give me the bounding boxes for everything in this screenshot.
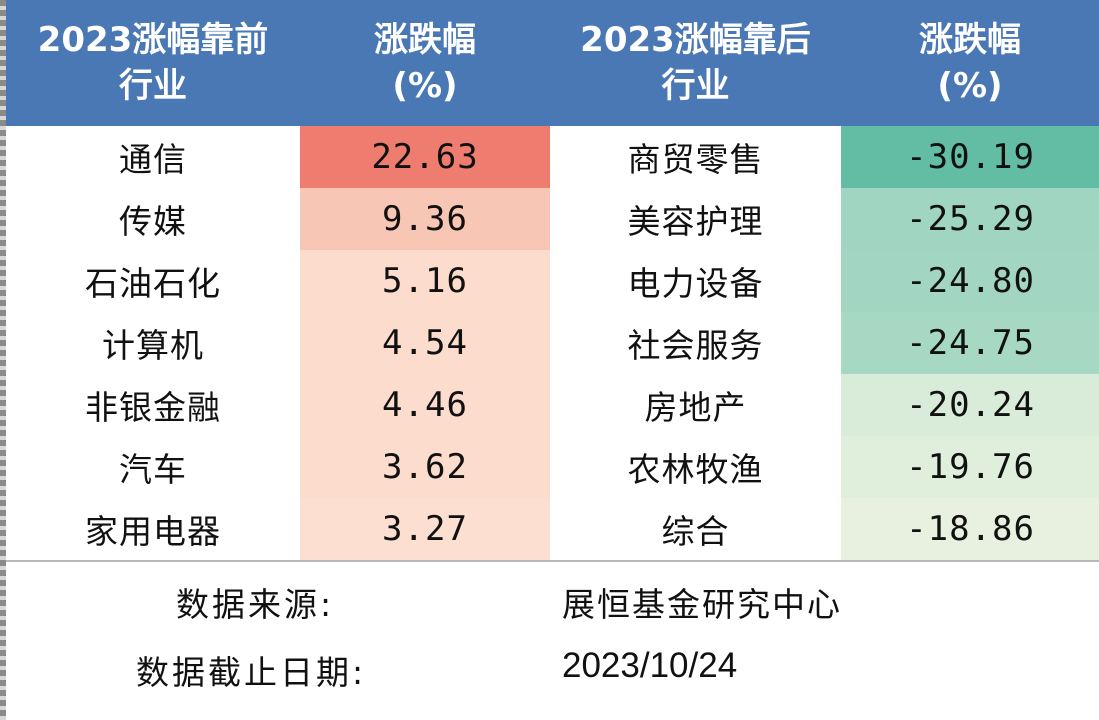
bottom-industry-cell: 社会服务 xyxy=(627,326,764,365)
bottom-change-cell: -19.76 xyxy=(841,436,1099,498)
top-change-cell: 5.16 xyxy=(300,250,550,312)
bottom-change-cell: -24.75 xyxy=(841,312,1099,374)
top-industry-cell: 传媒 xyxy=(119,202,187,241)
header-top-change-line2: (%) xyxy=(392,66,458,106)
source-row: 数据来源: 展恒基金研究中心 xyxy=(6,578,1099,638)
top-change-cell: 4.54 xyxy=(300,312,550,374)
top-change-cell: 4.46 xyxy=(300,374,550,436)
header-bottom-industry-line2: 行业 xyxy=(661,66,730,106)
table-header-row: 2023涨幅靠前 行业 涨跌幅 (%) 2023涨幅靠后 行业 涨跌幅 (%) xyxy=(6,0,1099,126)
bottom-industry-cell: 农林牧渔 xyxy=(627,450,764,489)
header-top-industry-line2: 行业 xyxy=(119,66,187,106)
header-top-industry: 2023涨幅靠前 行业 xyxy=(6,0,300,126)
cutoff-date-value: 2023/10/24 xyxy=(562,646,738,685)
table-footer: 数据来源: 展恒基金研究中心 数据截止日期: 2023/10/24 xyxy=(6,566,1099,720)
source-label: 数据来源: xyxy=(176,585,335,624)
top-change-cell: 22.63 xyxy=(300,126,550,188)
bottom-industry-cell: 商贸零售 xyxy=(627,140,764,179)
header-top-change: 涨跌幅 (%) xyxy=(300,0,550,126)
cutoff-date-row: 数据截止日期: 2023/10/24 xyxy=(6,646,1099,706)
top-change-cell: 3.62 xyxy=(300,436,550,498)
bottom-industry-cell: 房地产 xyxy=(644,388,747,427)
bottom-change-cell: -25.29 xyxy=(841,188,1099,250)
table-row: 家用电器 3.27 综合 -18.86 xyxy=(6,498,1099,562)
bottom-change-cell: -18.86 xyxy=(841,498,1099,562)
table-row: 石油石化 5.16 电力设备 -24.80 xyxy=(6,250,1099,312)
table-row: 非银金融 4.46 房地产 -20.24 xyxy=(6,374,1099,436)
cutoff-date-label: 数据截止日期: xyxy=(136,653,367,692)
source-value: 展恒基金研究中心 xyxy=(562,585,842,624)
table-row: 计算机 4.54 社会服务 -24.75 xyxy=(6,312,1099,374)
bottom-change-cell: -20.24 xyxy=(841,374,1099,436)
bottom-industry-cell: 美容护理 xyxy=(627,202,764,241)
table-row: 通信 22.63 商贸零售 -30.19 xyxy=(6,126,1099,188)
top-change-cell: 3.27 xyxy=(300,498,550,562)
header-top-industry-line1: 2023涨幅靠前 xyxy=(37,20,269,60)
header-bottom-change-line1: 涨跌幅 xyxy=(919,20,1021,60)
bottom-industry-cell: 电力设备 xyxy=(627,264,764,303)
top-industry-cell: 汽车 xyxy=(119,450,187,489)
header-bottom-industry-line1: 2023涨幅靠后 xyxy=(580,20,811,60)
header-bottom-industry: 2023涨幅靠后 行业 xyxy=(550,0,841,126)
table-row: 传媒 9.36 美容护理 -25.29 xyxy=(6,188,1099,250)
top-industry-cell: 通信 xyxy=(119,140,187,179)
bottom-change-cell: -30.19 xyxy=(841,126,1099,188)
header-bottom-change-line2: (%) xyxy=(937,66,1003,106)
left-frame-border xyxy=(0,0,6,720)
top-industry-cell: 石油石化 xyxy=(85,264,221,303)
bottom-industry-cell: 综合 xyxy=(550,498,841,562)
table-row: 汽车 3.62 农林牧渔 -19.76 xyxy=(6,436,1099,498)
header-bottom-change: 涨跌幅 (%) xyxy=(841,0,1099,126)
industry-performance-table: 2023涨幅靠前 行业 涨跌幅 (%) 2023涨幅靠后 行业 涨跌幅 (%) xyxy=(6,0,1099,562)
header-top-change-line1: 涨跌幅 xyxy=(374,20,476,60)
top-industry-cell: 非银金融 xyxy=(85,388,221,427)
bottom-change-cell: -24.80 xyxy=(841,250,1099,312)
top-industry-cell: 计算机 xyxy=(102,326,204,365)
top-change-cell: 9.36 xyxy=(300,188,550,250)
top-industry-cell: 家用电器 xyxy=(6,498,300,562)
